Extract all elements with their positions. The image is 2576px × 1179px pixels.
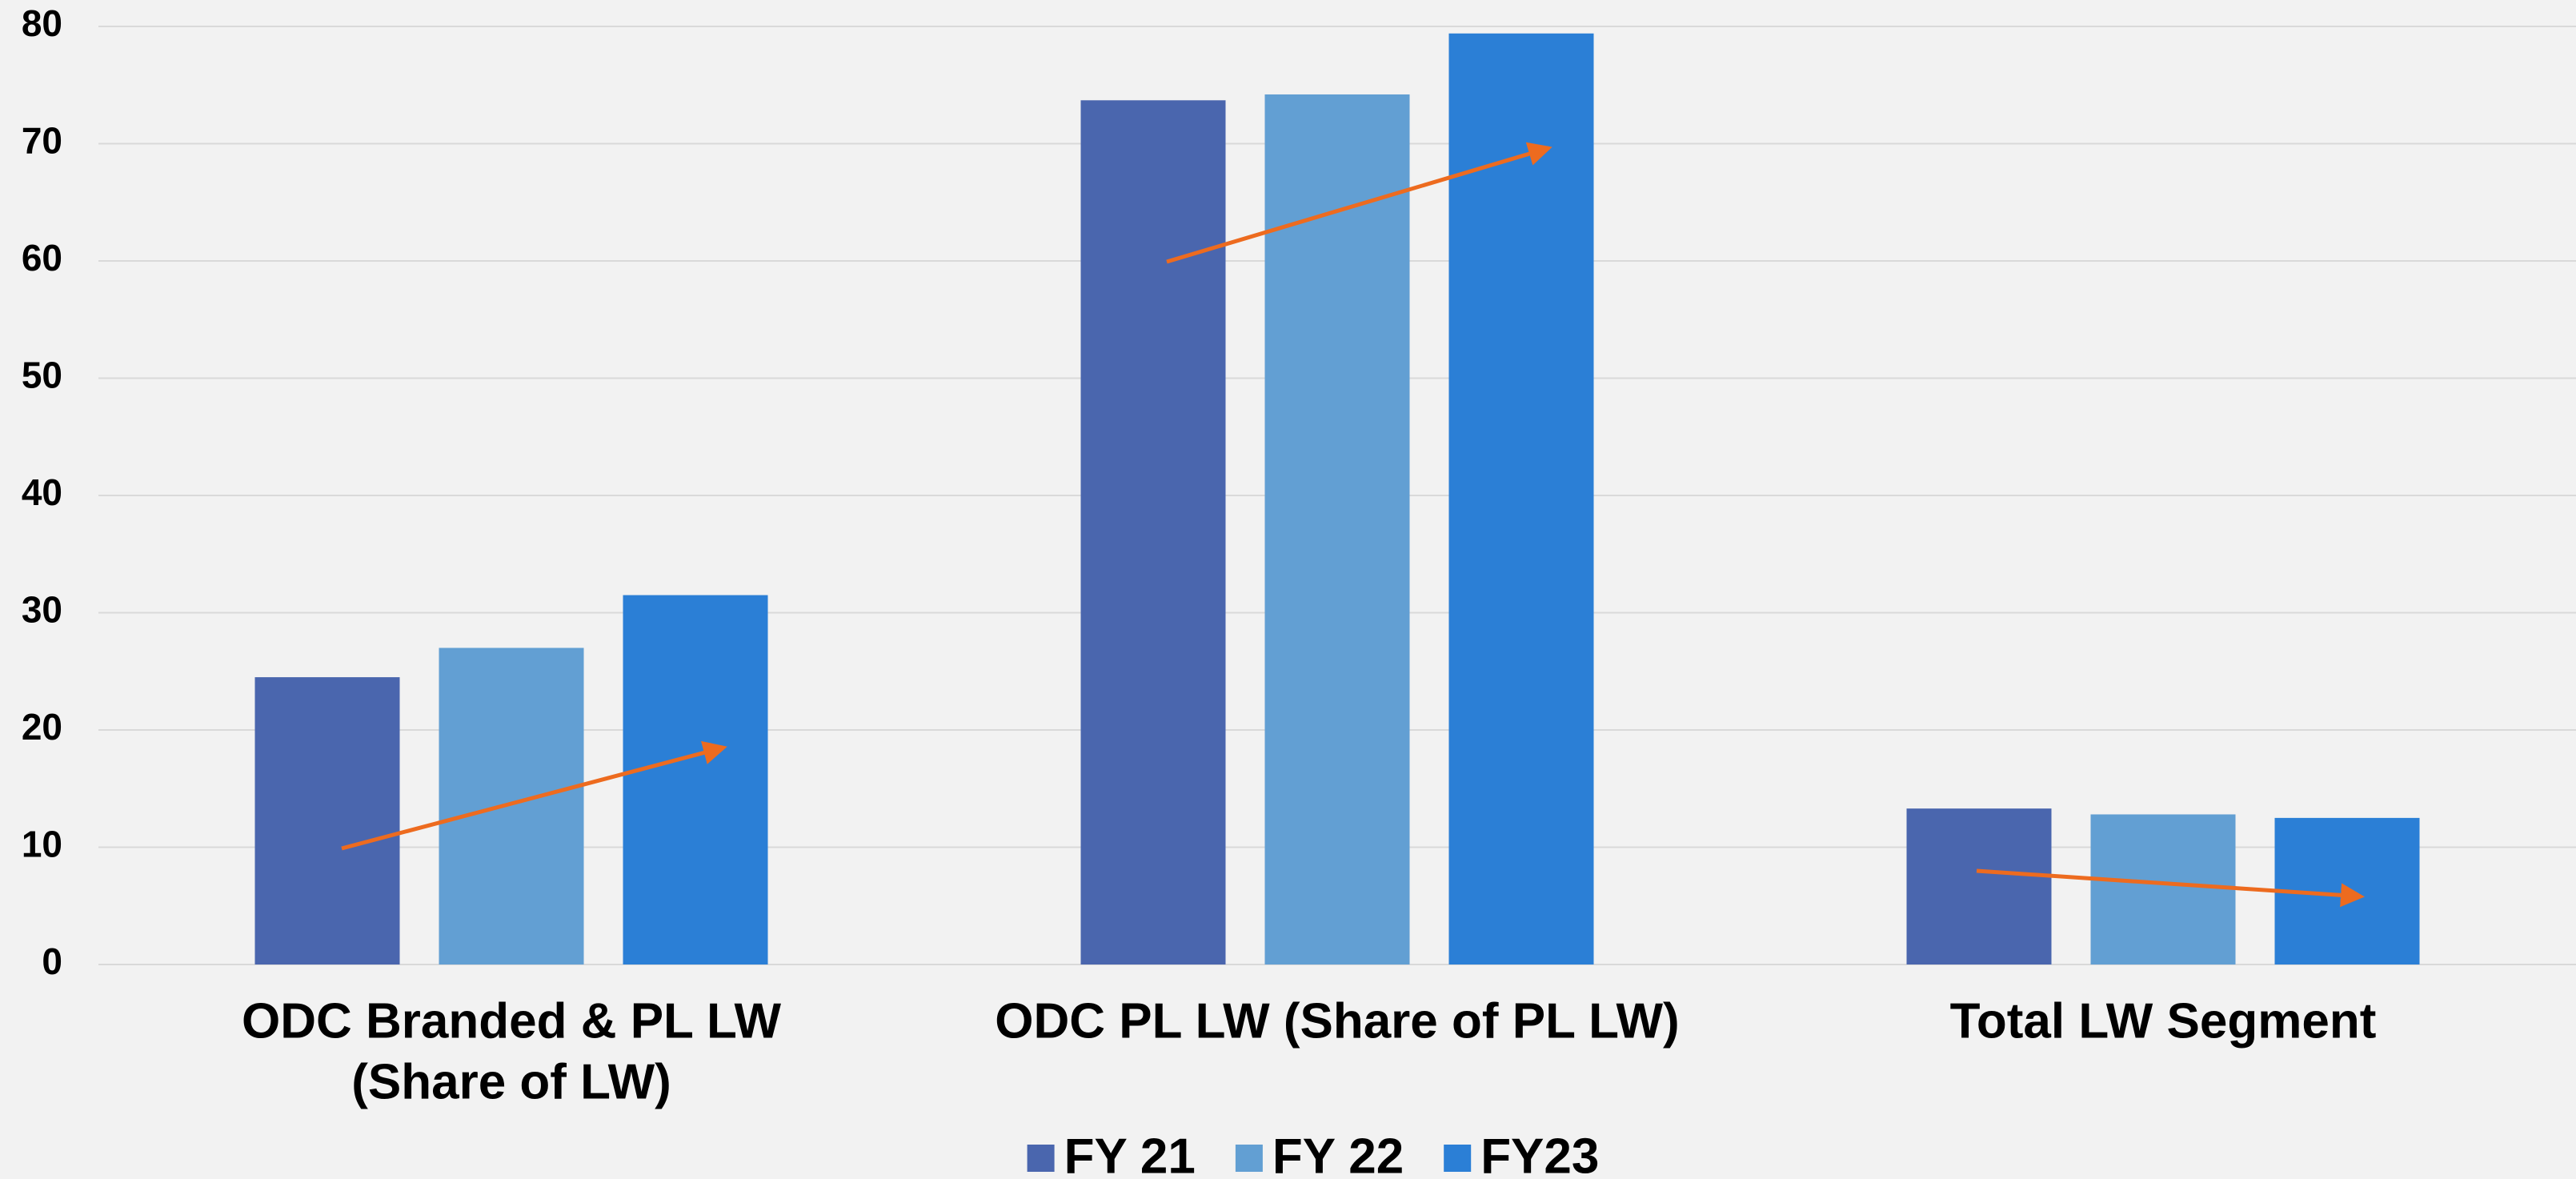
- labels: 0 10 20 30 40 50 60 70 80 ODC Branded & PL LW(Sha…: [22, 2, 2377, 1109]
- legend-swatch: [1027, 1145, 1055, 1172]
- y-tick-label: 60: [22, 237, 62, 279]
- y-tick-label: 70: [22, 120, 62, 162]
- legend-swatch: [1444, 1145, 1472, 1172]
- legend-label: FY 22: [1272, 1129, 1404, 1179]
- y-tick-label: 10: [22, 824, 62, 865]
- bar: [1906, 808, 2052, 964]
- trend-arrow: [341, 740, 727, 851]
- y-tick-label: 20: [22, 706, 62, 748]
- y-tick-label: 50: [22, 355, 62, 396]
- bar: [1080, 100, 1226, 964]
- trend-arrows: [341, 142, 2365, 908]
- bar: [254, 677, 400, 964]
- y-tick-label: 0: [42, 940, 62, 982]
- bar: [1448, 33, 1594, 964]
- legend-label: FY 21: [1064, 1129, 1196, 1179]
- y-tick-label: 80: [22, 2, 62, 44]
- x-tick-label: Total LW Segment: [1950, 993, 2377, 1049]
- bar: [623, 595, 768, 964]
- x-tick-label: ODC Branded & PL LW: [242, 993, 781, 1049]
- trend-arrow: [1166, 142, 1552, 264]
- legend: FY 21 FY 22 FY23: [1027, 1129, 1599, 1179]
- bars: [254, 33, 2420, 965]
- bar: [2090, 814, 2236, 964]
- x-tick-label: ODC PL LW (Share of PL LW): [995, 993, 1679, 1049]
- y-tick-label: 30: [22, 589, 62, 631]
- y-tick-label: 40: [22, 471, 62, 513]
- bar: [439, 648, 584, 964]
- x-tick-label: (Share of LW): [351, 1054, 671, 1109]
- legend-swatch: [1235, 1145, 1263, 1172]
- legend-label: FY23: [1480, 1129, 1599, 1179]
- bar: [1264, 94, 1410, 965]
- trend-arrow: [1976, 868, 2365, 908]
